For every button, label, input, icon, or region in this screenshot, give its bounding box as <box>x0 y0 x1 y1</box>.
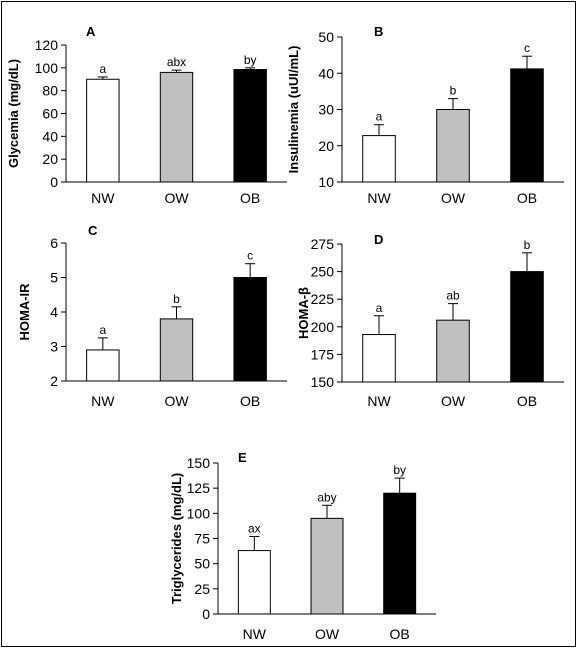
panel-c-bar-ow <box>159 318 194 382</box>
panel-b-ytick-label: 20 <box>318 138 334 154</box>
panel-a-ytick-label: 120 <box>35 37 59 53</box>
panel-d-ytick-label: 225 <box>311 291 335 307</box>
panel-a-ytick-label: 60 <box>42 106 58 122</box>
panel-d-ytick-label: 250 <box>311 264 335 280</box>
panel-b-bar-nw <box>362 135 396 183</box>
panel-a-significance-ob: by <box>244 53 257 67</box>
panel-c-ytick-label: 4 <box>50 304 58 320</box>
panel-c-ytick-label: 2 <box>50 373 58 389</box>
panel-b-category-ow: OW <box>441 190 466 206</box>
panel-d-category-ob: OB <box>517 393 537 409</box>
panel-e-bar-nw <box>237 550 271 615</box>
panel-d-category-nw: NW <box>367 393 391 409</box>
panel-e-significance-ow: aby <box>317 490 336 504</box>
panel-b-significance-ob: c <box>524 41 530 55</box>
panel-a-ytick-label: 40 <box>42 128 58 144</box>
panel-e-ytick-label: 25 <box>194 581 210 597</box>
panel-a: 0 20 40 60 80 100 120 Glycemia (mg/dL) Aa NW abx OW… <box>6 24 287 206</box>
panel-b-significance-nw: a <box>376 110 383 124</box>
panel-c-ytick-label: 3 <box>50 339 58 355</box>
panel-a-ytick-label: 100 <box>35 60 59 76</box>
panel-e-significance-nw: ax <box>248 521 261 535</box>
panel-b-bar-ob <box>510 68 544 183</box>
panel-d-ytick-label: 150 <box>311 374 335 390</box>
panel-c-significance-ow: b <box>173 292 180 306</box>
panel-e-ytick-label: 150 <box>187 455 211 471</box>
panel-b-ytick-label: 50 <box>318 29 334 45</box>
panel-b-category-ob: OB <box>517 190 537 206</box>
panel-e-ytick-label: 75 <box>194 531 210 547</box>
panel-a-category-ow: OW <box>164 190 189 206</box>
panel-a-y-axis-label: Glycemia (mg/dL) <box>6 59 21 168</box>
panel-b-bar-ow <box>436 109 470 183</box>
panel-a-category-nw: NW <box>91 190 115 206</box>
panel-c-significance-ob: c <box>247 249 253 263</box>
panel-a-letter: A <box>86 24 96 39</box>
panel-a-category-ob: OB <box>240 190 260 206</box>
panel-d: 150 175 200 225 250 275 HOMA-β Da NW ab OW b OB <box>296 232 564 409</box>
panel-a-significance-nw: a <box>99 62 106 76</box>
panel-b-category-nw: NW <box>367 190 391 206</box>
panel-c-category-ob: OB <box>240 393 260 409</box>
panel-c-letter: C <box>88 223 98 238</box>
panel-d-bar-ow <box>436 319 470 383</box>
panel-e-ytick-label: 50 <box>194 556 210 572</box>
panel-d-bar-nw <box>362 334 396 383</box>
panel-b-ytick-label: 40 <box>318 65 334 81</box>
panel-c-bar-ob <box>233 277 267 382</box>
panel-a-ytick-label: 0 <box>50 174 58 190</box>
panel-e-letter: E <box>238 450 247 465</box>
panel-e-category-ow: OW <box>315 626 340 642</box>
panel-c-category-ow: OW <box>164 393 189 409</box>
panel-d-ytick-label: 175 <box>311 346 335 362</box>
panel-e-category-ob: OB <box>390 626 410 642</box>
panel-d-ytick-label: 200 <box>311 319 335 335</box>
panel-e-category-nw: NW <box>243 626 267 642</box>
panel-c-category-nw: NW <box>91 393 115 409</box>
panel-d-significance-ob: b <box>524 238 531 252</box>
panel-b-significance-ow: b <box>450 84 457 98</box>
panel-c-significance-nw: a <box>99 323 106 337</box>
panel-a-significance-ow: abx <box>167 55 186 69</box>
panel-c-ytick-label: 6 <box>50 235 58 251</box>
panel-e-bar-ow <box>310 517 344 615</box>
panel-d-y-axis-label: HOMA-β <box>296 287 311 339</box>
panel-b-letter: B <box>374 24 383 39</box>
panel-d-category-ow: OW <box>441 393 466 409</box>
panel-e-significance-ob: by <box>393 463 406 477</box>
panel-c: 2 3 4 5 6 HOMA-IR Ca NW b OW c OB <box>17 223 287 409</box>
panel-a-bar-nw <box>86 78 120 183</box>
panel-d-significance-nw: a <box>376 301 383 315</box>
panel-d-ytick-label: 275 <box>311 236 335 252</box>
panel-b-y-axis-label: Insulinemia (uUI/mL) <box>286 46 301 174</box>
panel-a-bar-ob <box>233 69 267 183</box>
panel-d-letter: D <box>374 232 383 247</box>
panel-c-ytick-label: 5 <box>50 270 58 286</box>
panel-e-ytick-label: 125 <box>187 480 211 496</box>
panel-c-bar-nw <box>86 349 120 382</box>
panel-b-ytick-label: 30 <box>318 102 334 118</box>
panel-a-ytick-label: 20 <box>42 151 58 167</box>
panel-b: 10 20 30 40 50 Insulinemia (uUI/mL) Ba NW b OW c OB <box>286 24 564 206</box>
panel-d-bar-ob <box>510 271 544 383</box>
panel-c-y-axis-label: HOMA-IR <box>17 283 32 341</box>
panel-a-bar-ow <box>159 71 194 183</box>
panel-e-bar-ob <box>383 492 417 615</box>
panel-b-ytick-label: 10 <box>318 174 334 190</box>
panel-e-ytick-label: 100 <box>187 505 211 521</box>
panel-e-y-axis-label: Triglycerides (mg/dL) <box>169 473 184 604</box>
panel-e-ytick-label: 0 <box>202 606 210 622</box>
panel-d-significance-ow: ab <box>446 289 460 303</box>
panel-a-ytick-label: 80 <box>42 83 58 99</box>
